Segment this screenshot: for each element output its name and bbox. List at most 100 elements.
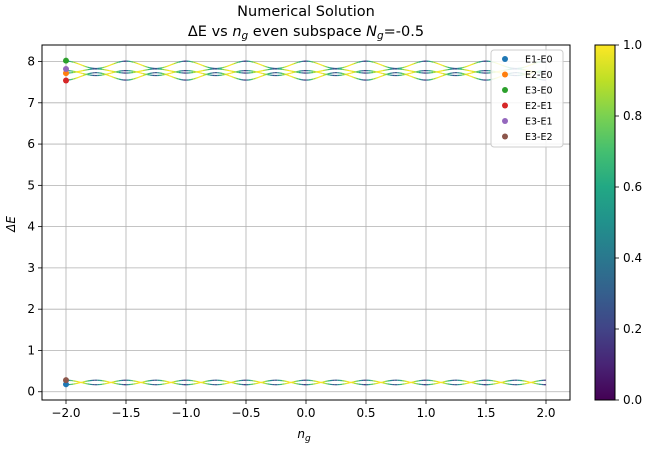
series-segment	[195, 62, 199, 65]
series-segment	[135, 76, 139, 79]
series-segment	[236, 61, 239, 64]
series-segment	[406, 64, 410, 67]
series-segment	[142, 72, 146, 75]
series-segment	[466, 382, 470, 385]
series-segment	[413, 380, 417, 383]
chart-title-line2: ΔE vs ng even subspace Ng=-0.5	[188, 24, 424, 42]
series-segment	[286, 382, 290, 385]
series-segment	[133, 61, 136, 64]
series-segment	[430, 60, 434, 63]
series-segment	[502, 380, 506, 383]
y-tick-label: 7	[27, 96, 35, 110]
y-axis-label: ΔE	[4, 216, 18, 233]
series-segment	[286, 380, 290, 383]
series-segment	[202, 382, 206, 385]
series-segment	[370, 60, 374, 63]
series-segment	[109, 70, 112, 72]
series-segment	[197, 382, 201, 384]
series-segment	[358, 78, 362, 81]
data-point-e3-e1	[63, 65, 69, 72]
series-segment	[382, 72, 386, 75]
series-segment	[476, 77, 479, 80]
series-segment	[408, 64, 412, 67]
data-point-e2-e1	[63, 77, 69, 84]
series-segment	[77, 70, 81, 73]
series-segment	[327, 72, 331, 75]
series-segment	[111, 382, 115, 384]
series-segment	[435, 380, 439, 383]
series-segment	[106, 64, 110, 67]
legend-box	[490, 49, 564, 148]
series-segment	[116, 61, 119, 64]
series-segment	[387, 66, 391, 69]
series-segment	[166, 74, 170, 77]
series-segment	[113, 382, 117, 385]
series-segment	[353, 76, 357, 79]
series-segment	[317, 71, 321, 74]
series-segment	[202, 380, 206, 383]
colorbar-tick-label: 0.4	[623, 251, 642, 265]
series-segment	[168, 64, 172, 67]
series-segment	[437, 382, 441, 384]
series-segment	[435, 76, 439, 79]
series-segment	[142, 64, 146, 67]
series-segment	[116, 77, 119, 80]
x-tick-label: 0.5	[356, 406, 375, 420]
series-segment	[82, 382, 86, 385]
data-point-e3-e2	[63, 377, 69, 384]
series-segment	[135, 62, 139, 65]
series-segment	[140, 75, 144, 78]
series-segment	[476, 61, 479, 64]
series-segment	[473, 382, 477, 385]
series-segment	[176, 77, 179, 80]
series-segment	[348, 64, 352, 67]
series-segment	[380, 381, 383, 384]
series-segment	[190, 78, 194, 81]
series-segment	[262, 382, 266, 385]
series-segment	[87, 72, 91, 75]
legend-marker-e3-e1	[502, 118, 508, 124]
colorbar-tick-label: 1.0	[623, 38, 642, 52]
series-segment	[140, 72, 143, 75]
colorbar-ticks: 0.0 0.2 0.4 0.6 0.8 1.0	[615, 38, 642, 407]
series-segment	[286, 72, 290, 75]
series-segment	[320, 381, 323, 384]
series-segment	[200, 72, 203, 75]
y-tick-label: 2	[27, 302, 35, 316]
series-segment	[291, 76, 295, 79]
series-segment	[469, 72, 472, 75]
series-line-e3-e2	[65, 379, 547, 386]
series-segment	[77, 71, 81, 74]
series-segment	[293, 76, 297, 79]
series-segment	[255, 380, 259, 383]
series-segment	[140, 381, 143, 384]
series-segment	[315, 380, 319, 383]
series-segment	[315, 62, 319, 65]
series-segment	[435, 62, 439, 65]
series-segment	[226, 74, 230, 77]
series-segment	[437, 71, 441, 74]
series-segment	[322, 382, 326, 385]
series-segment	[437, 70, 441, 73]
series-segment	[166, 380, 170, 383]
series-segment	[289, 70, 292, 72]
series-segment	[169, 72, 172, 75]
series-segment	[320, 64, 324, 67]
series-segment	[82, 74, 86, 77]
series-segment	[111, 76, 115, 79]
y-axis-ticks: 0 1 2 3 4 5 6 7 8	[27, 55, 42, 399]
series-segment	[468, 64, 472, 67]
chart-title-line1: Numerical Solution	[237, 4, 375, 20]
series-segment	[370, 78, 374, 81]
series-segment	[351, 70, 355, 73]
series-segment	[200, 64, 204, 67]
series-segment	[145, 73, 148, 76]
series-segment	[346, 382, 350, 385]
series-segment	[409, 70, 412, 72]
series-segment	[320, 75, 324, 78]
series-segment	[411, 63, 415, 66]
series-segment	[288, 75, 292, 78]
series-segment	[145, 65, 148, 68]
x-tick-label: −1.5	[111, 406, 140, 420]
series-segment	[466, 64, 470, 67]
